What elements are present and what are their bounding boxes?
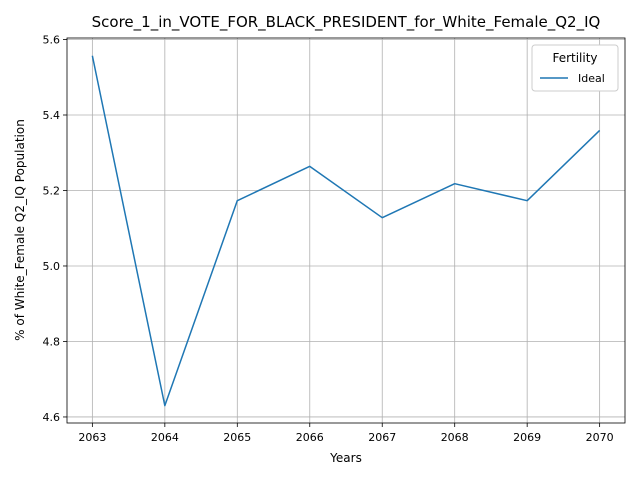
legend-title: Fertility bbox=[552, 51, 597, 65]
legend-frame bbox=[531, 44, 619, 92]
y-tick-label: 5.4 bbox=[43, 109, 61, 122]
x-tick-label: 2069 bbox=[513, 431, 541, 444]
chart-title: Score_1_in_VOTE_FOR_BLACK_PRESIDENT_for_… bbox=[92, 13, 601, 32]
x-tick-label: 2067 bbox=[368, 431, 396, 444]
x-tick-label: 2066 bbox=[296, 431, 324, 444]
x-tick-label: 2064 bbox=[151, 431, 179, 444]
y-tick-label: 4.6 bbox=[43, 411, 61, 424]
legend-label-ideal: Ideal bbox=[578, 72, 605, 85]
legend: Fertility Ideal bbox=[531, 44, 619, 92]
plot-frame bbox=[66, 37, 626, 424]
x-tick-label: 2068 bbox=[441, 431, 469, 444]
x-tick-label: 2063 bbox=[78, 431, 106, 444]
y-tick-label: 4.8 bbox=[43, 335, 61, 348]
grid bbox=[67, 38, 625, 423]
axis-ticks: 2063 2064 2065 2066 2067 2068 2069 2070 4.6 4.8 5.… bbox=[43, 34, 614, 444]
series-layer bbox=[91, 55, 601, 407]
x-axis-label: Years bbox=[329, 451, 362, 465]
y-tick-label: 5.2 bbox=[43, 184, 61, 197]
x-tick-label: 2070 bbox=[586, 431, 614, 444]
y-axis-label: % of White_Female Q2_IQ Population bbox=[13, 119, 27, 341]
series-line-ideal bbox=[91, 55, 601, 407]
y-tick-label: 5.6 bbox=[43, 34, 61, 47]
x-tick-label: 2065 bbox=[223, 431, 251, 444]
y-tick-label: 5.0 bbox=[43, 260, 61, 273]
